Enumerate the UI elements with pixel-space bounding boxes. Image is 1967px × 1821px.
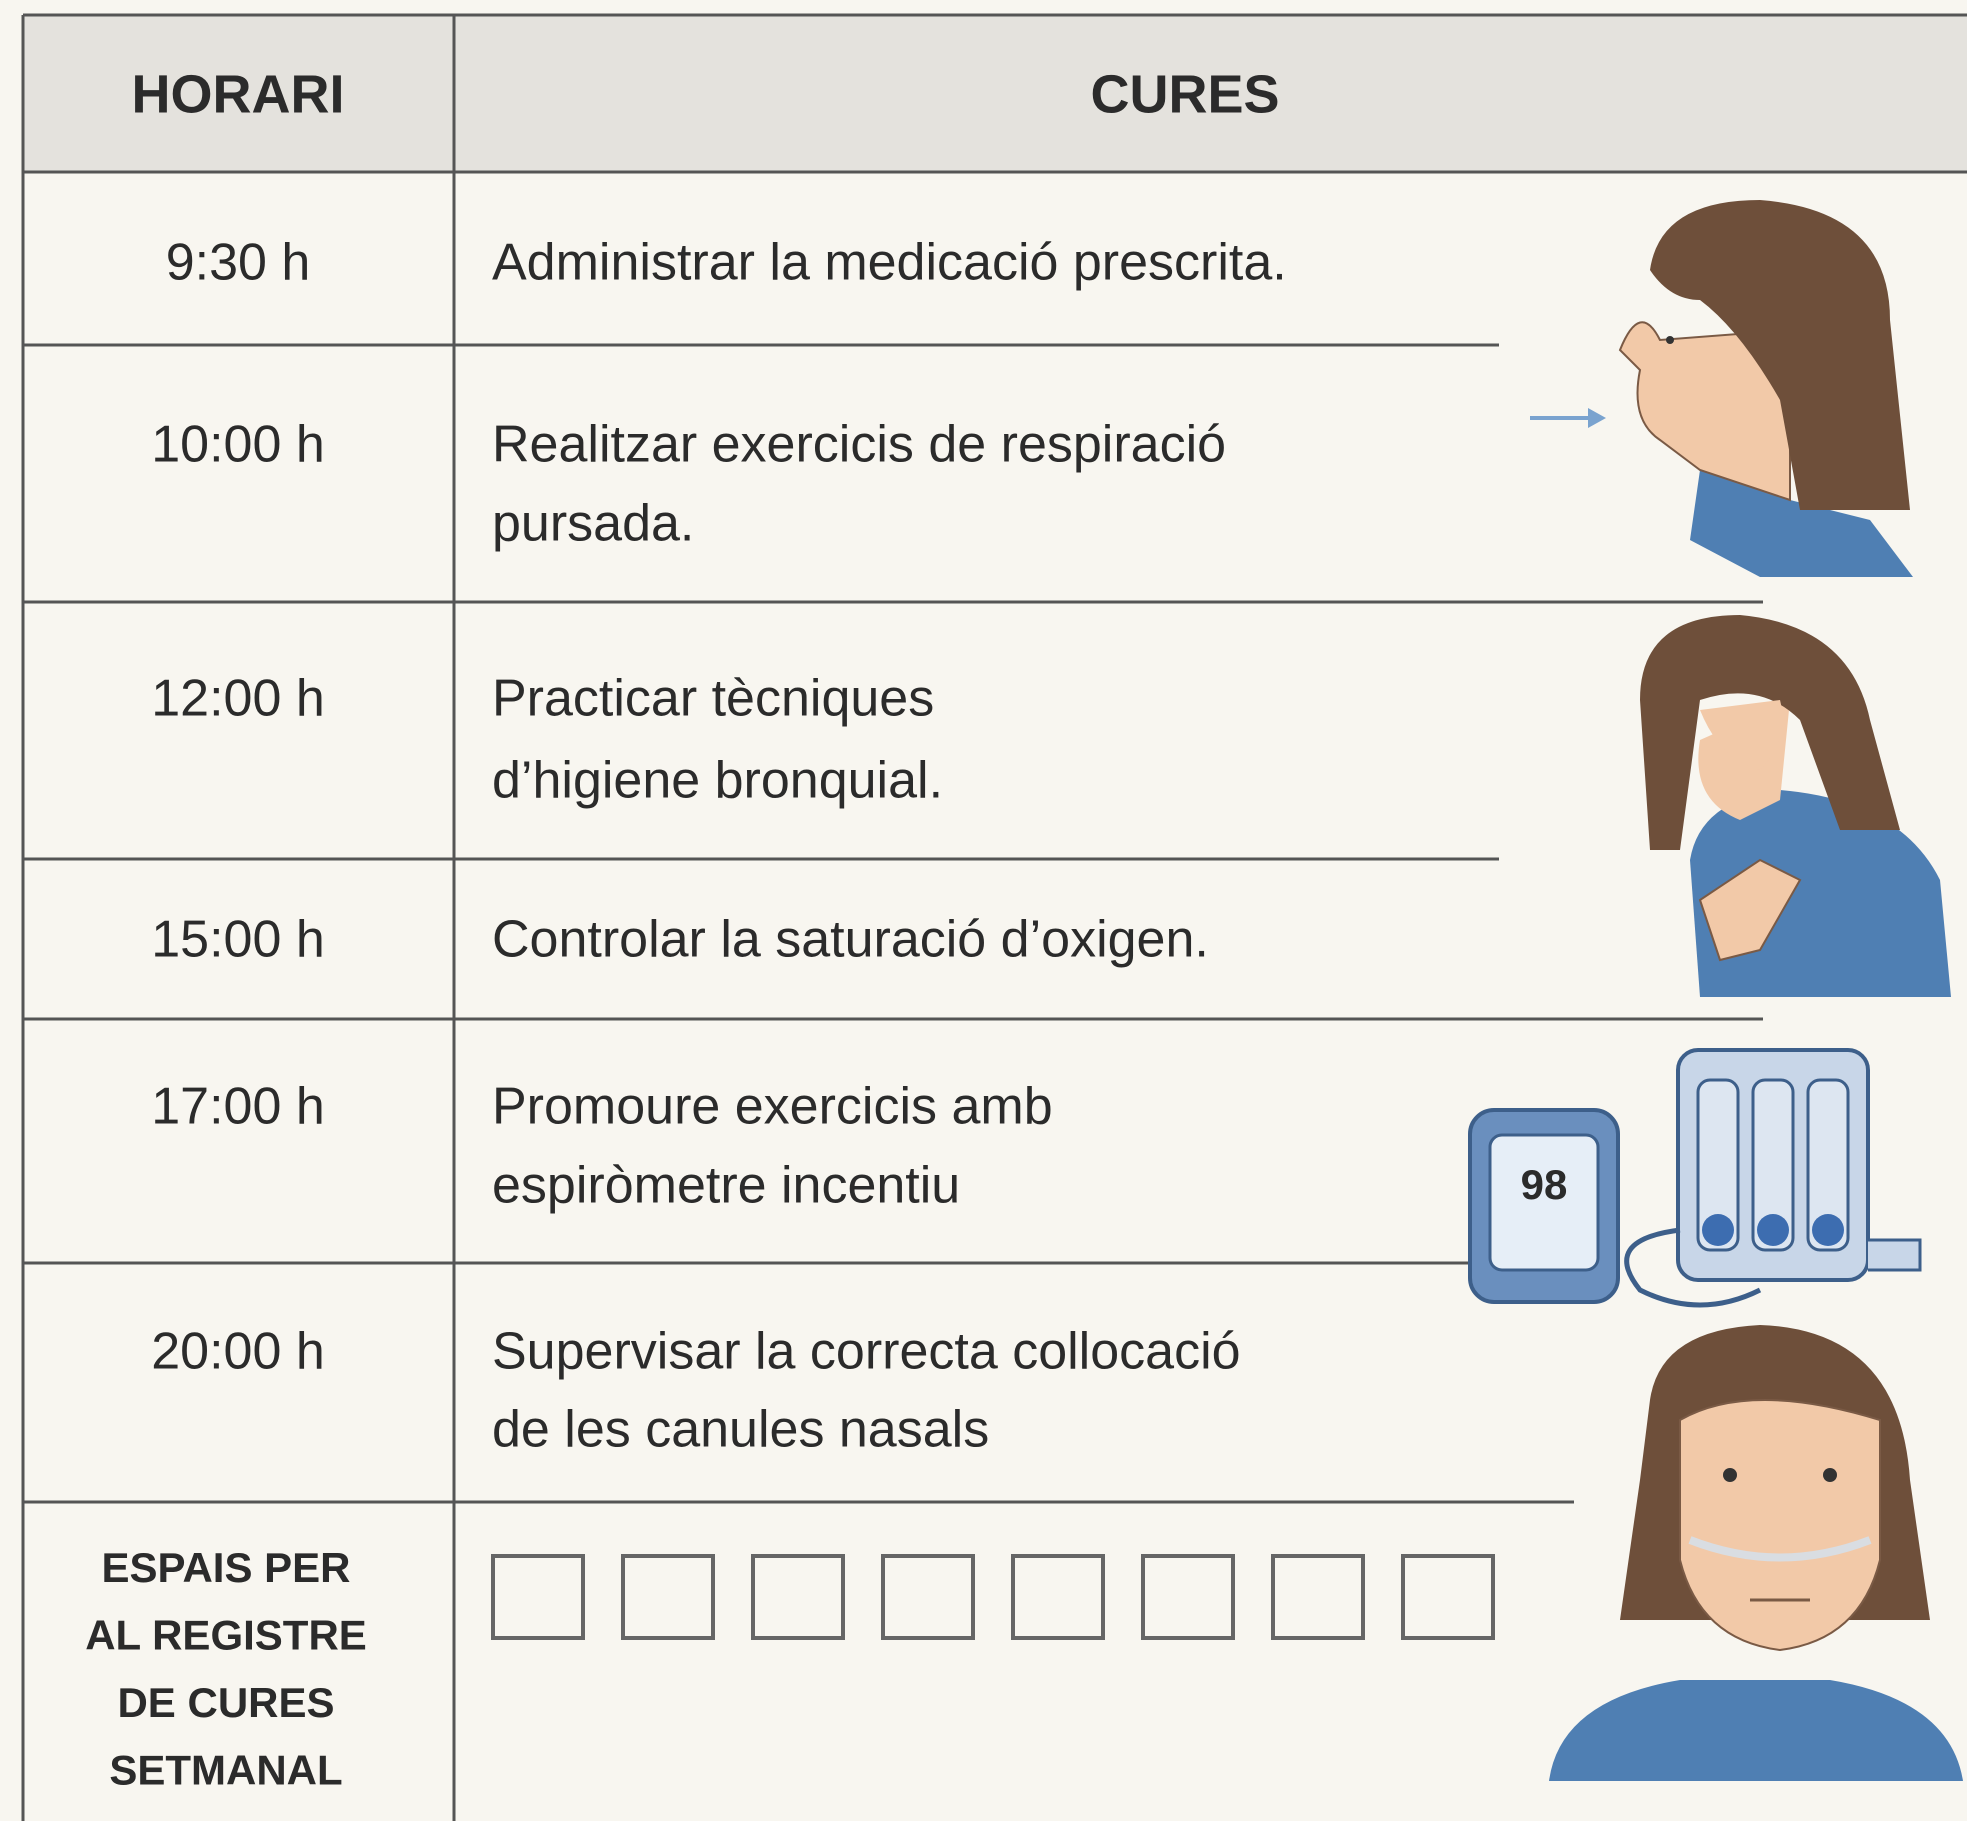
time-cell: 20:00 h [151, 1323, 325, 1381]
footer-label: ESPAIS PER [102, 1544, 351, 1591]
care-text: espiròmetre incentiu [492, 1157, 960, 1215]
header-background [23, 15, 1967, 172]
care-text: Realitzar exercicis de respiració [492, 416, 1226, 474]
care-text: Practicar tècniques [492, 670, 934, 728]
register-checkbox [881, 1554, 975, 1640]
illustration-nasal-cannula [1549, 1325, 1963, 1781]
footer-label: AL REGISTRE [85, 1612, 367, 1659]
care-text: d’higiene bronquial. [492, 752, 943, 810]
register-checkbox [751, 1554, 845, 1640]
register-checkbox [1141, 1554, 1235, 1640]
care-text: Controlar la saturació d’oxigen. [492, 911, 1209, 969]
care-text: de les canules nasals [492, 1401, 989, 1459]
illustration-pursed-breathing [1530, 200, 1913, 577]
header-cell: CURES [1090, 64, 1279, 124]
illustration-bronchial-hygiene [1640, 615, 1951, 997]
register-checkbox [491, 1554, 585, 1640]
oximeter-reading: 98 [1521, 1161, 1568, 1208]
illustration-devices [1468, 1048, 1922, 1308]
header-cell: HORARI [132, 64, 345, 124]
care-text: pursada. [492, 495, 694, 553]
register-checkbox [1401, 1554, 1495, 1640]
register-checkbox [621, 1554, 715, 1640]
care-text: Administrar la medicació prescrita. [492, 234, 1287, 292]
time-cell: 12:00 h [151, 670, 325, 728]
register-checkbox [1271, 1554, 1365, 1640]
care-text: Promoure exercicis amb [492, 1078, 1053, 1136]
footer-label: SETMANAL [109, 1747, 342, 1794]
footer-label: DE CURES [117, 1679, 334, 1726]
register-checkbox [1011, 1554, 1105, 1640]
time-cell: 9:30 h [166, 234, 311, 292]
care-text: Supervisar la correcta collocació [492, 1323, 1241, 1381]
time-cell: 10:00 h [151, 416, 325, 474]
time-cell: 17:00 h [151, 1078, 325, 1136]
time-cell: 15:00 h [151, 911, 325, 969]
